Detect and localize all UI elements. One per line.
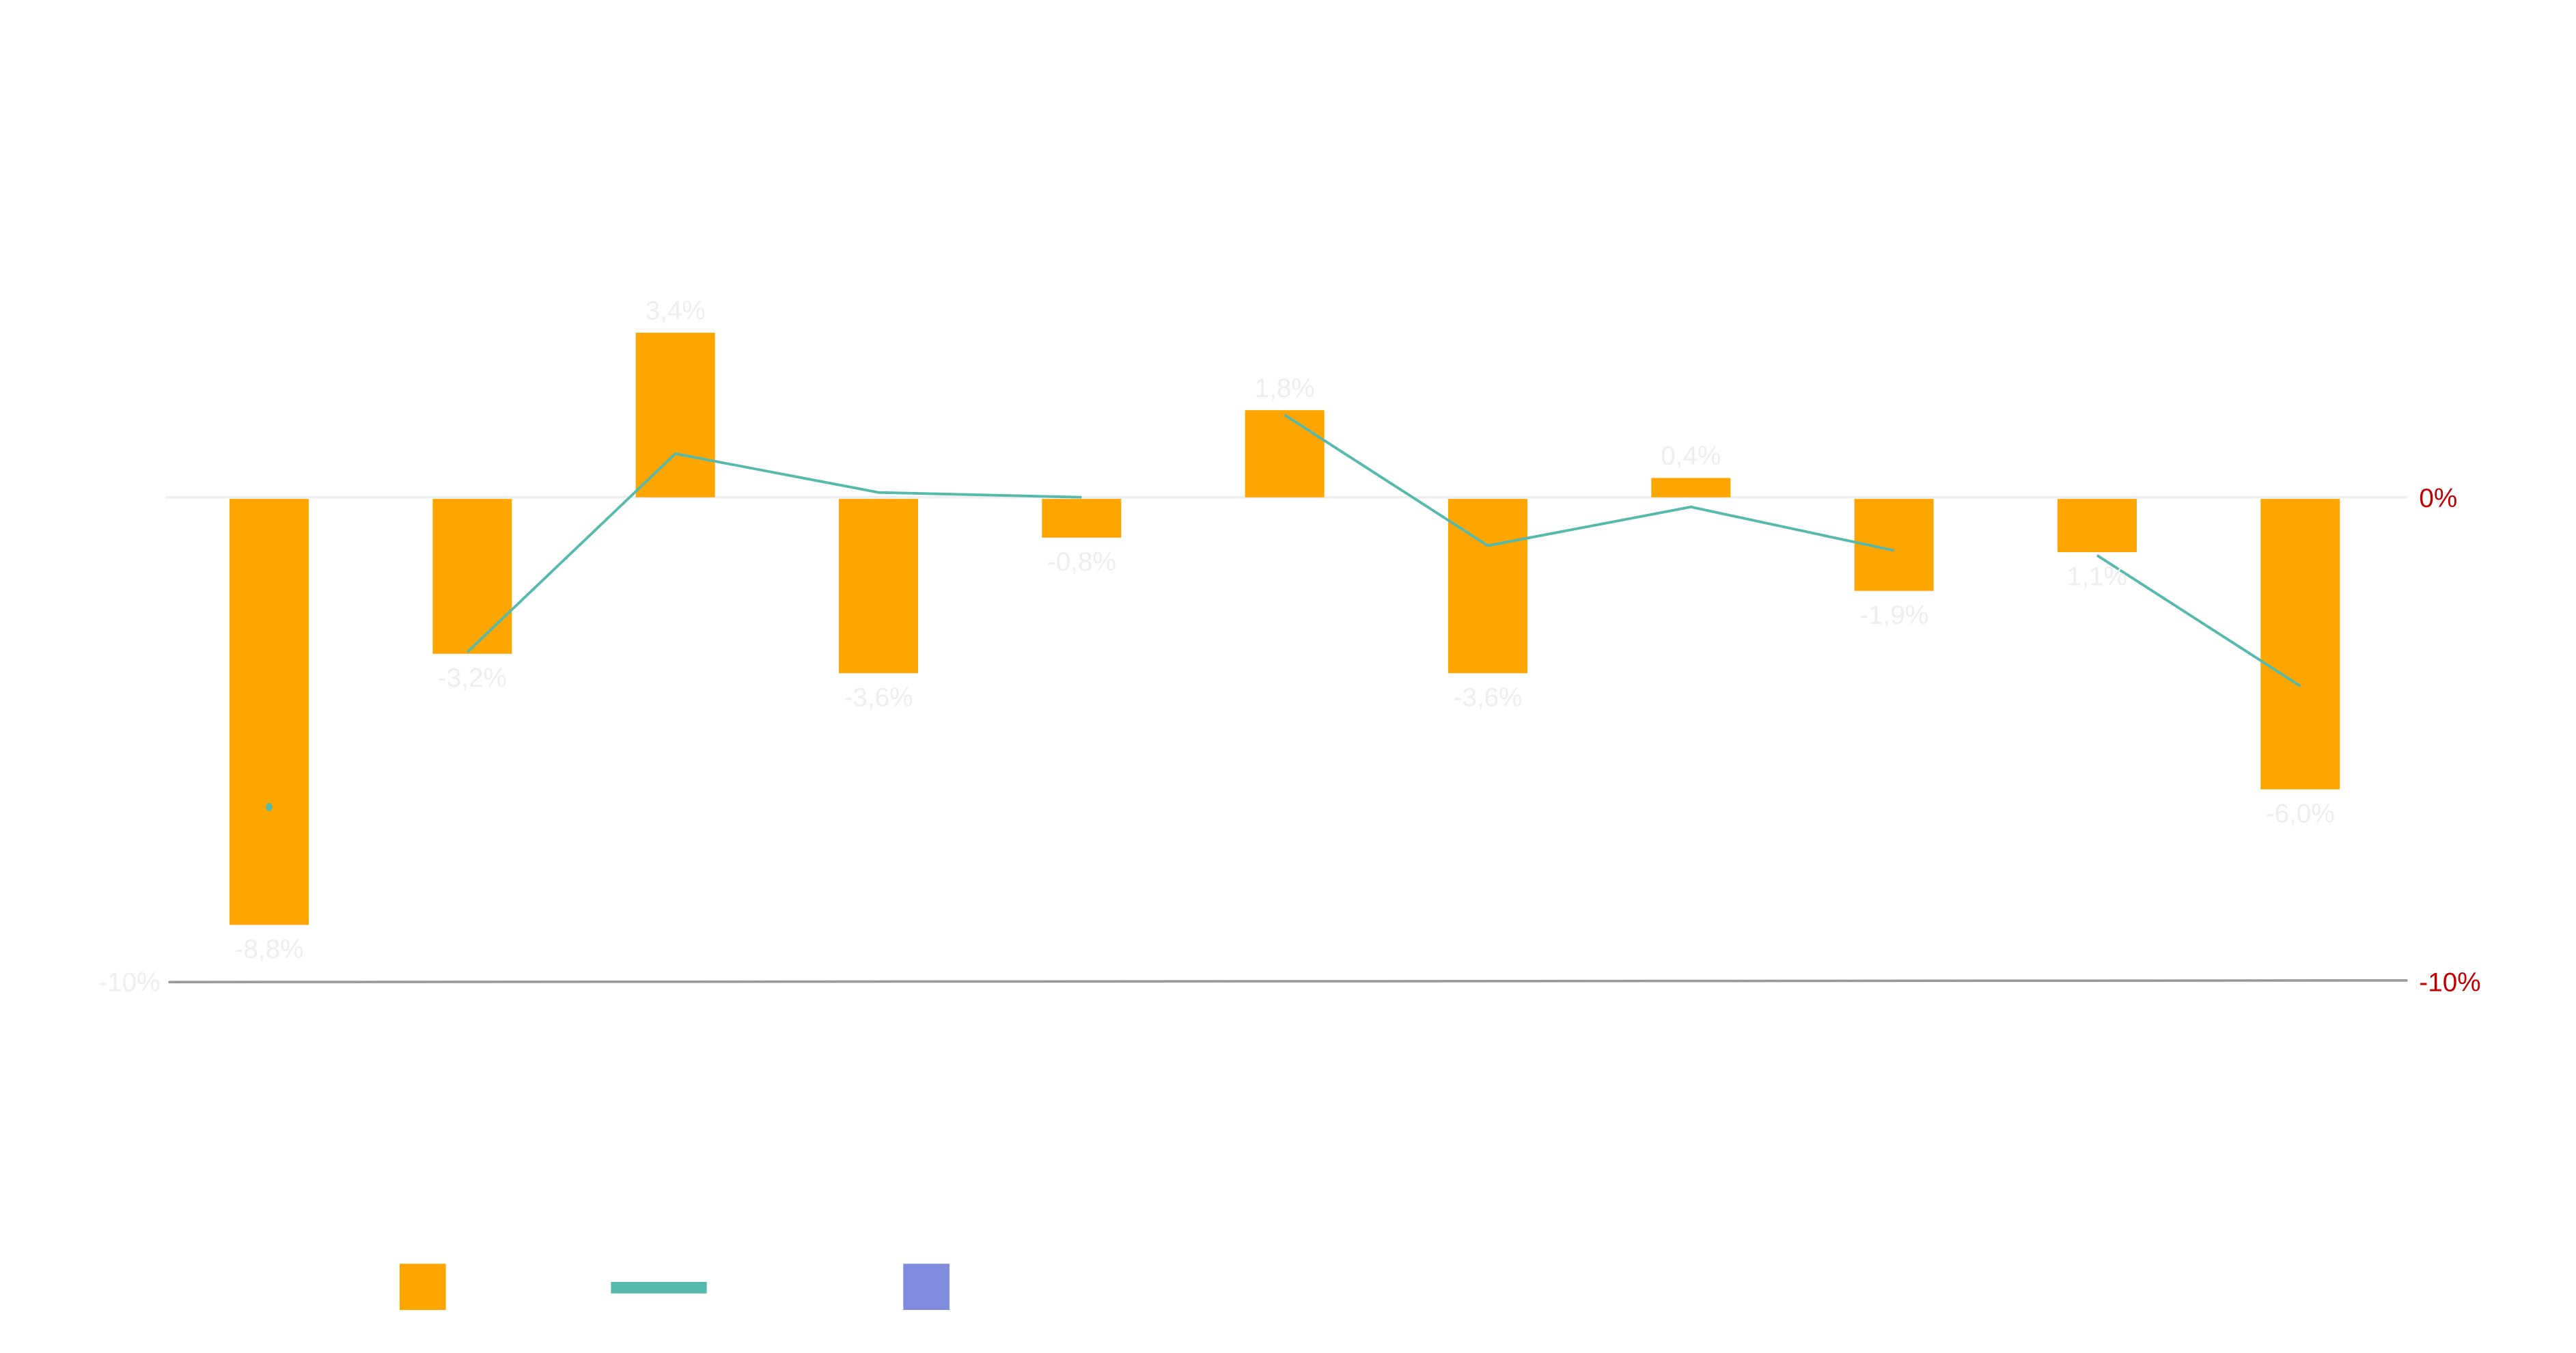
bar-data-label: -3,2% <box>438 664 507 693</box>
bar[interactable] <box>2057 499 2137 553</box>
bar-data-label: -1,9% <box>1859 601 1928 630</box>
line-series-segment <box>1284 413 1895 552</box>
bar-data-label: -3,6% <box>1454 683 1523 712</box>
line-point <box>266 802 273 812</box>
bar[interactable] <box>1245 410 1325 497</box>
bar[interactable] <box>635 332 715 497</box>
left-axis-tick-label: -10% <box>98 968 160 997</box>
right-axis-tick-label: -10% <box>2419 968 2480 997</box>
bar-data-label: -6,0% <box>2266 799 2335 828</box>
bar[interactable] <box>432 499 512 654</box>
bar[interactable] <box>1042 499 1122 538</box>
bar[interactable] <box>230 499 309 925</box>
bar-data-label: -3,6% <box>844 683 913 712</box>
bar-data-label: 3,4% <box>646 297 706 326</box>
line-series-segment <box>2096 554 2301 687</box>
bar-data-label: 0,4% <box>1661 441 1721 471</box>
legend-swatch-bars[interactable] <box>399 1263 446 1311</box>
bar-data-label: 1,8% <box>1255 374 1315 403</box>
legend <box>399 1263 950 1311</box>
bar[interactable] <box>838 499 919 674</box>
bar-data-label: -8,8% <box>235 935 304 964</box>
bar-data-label: -0,8% <box>1047 547 1116 577</box>
line-series-segment <box>466 452 1082 653</box>
axis-line-minus-10 <box>168 979 2408 984</box>
right-axis-tick-label: 0% <box>2419 484 2457 513</box>
bar[interactable] <box>1448 499 1528 674</box>
bar[interactable] <box>2260 499 2340 790</box>
legend-swatch-third-series[interactable] <box>903 1263 950 1311</box>
bar-data-label: 1,1% <box>2067 562 2127 591</box>
bar[interactable] <box>1651 478 1731 497</box>
legend-swatch-line[interactable] <box>611 1281 707 1294</box>
